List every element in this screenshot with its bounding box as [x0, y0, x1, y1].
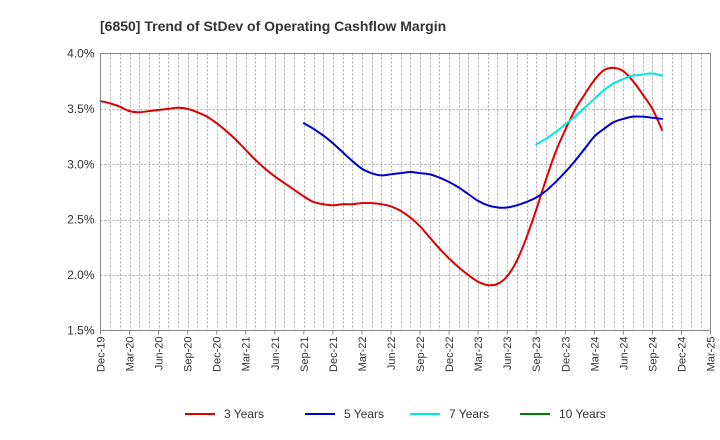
series-lines	[99, 66, 664, 287]
x-tick-label: Jun-23	[502, 336, 514, 370]
x-tick-label: Jun-21	[270, 337, 282, 371]
y-tick-label: 3.0%	[67, 157, 95, 171]
x-tick-label: Mar-24	[589, 337, 601, 372]
legend: 3 Years 5 Years 7 Years 10 Years	[185, 407, 606, 421]
x-tick-label: Dec-24	[676, 337, 688, 372]
legend-label-3-years: 3 Years	[224, 407, 264, 421]
x-tick-label: Sep-23	[531, 337, 543, 372]
x-tick-label: Sep-24	[647, 337, 659, 372]
x-tick-label: Dec-23	[560, 337, 572, 372]
legend-label-10-years: 10 Years	[559, 407, 606, 421]
plot-area	[100, 53, 711, 331]
series-line-3-years	[99, 66, 664, 287]
x-tick-label: Sep-21	[299, 337, 311, 372]
y-axis-ticks: 1.5% 2.0% 2.5% 3.0% 3.5% 4.0%	[67, 47, 95, 338]
x-tick-label: Jun-22	[386, 337, 398, 371]
x-tick-label: Dec-20	[212, 337, 224, 372]
y-tick-label: 4.0%	[67, 47, 95, 61]
plot-frame	[100, 53, 711, 331]
y-tick-label: 2.0%	[67, 268, 95, 282]
x-tick-label: Mar-22	[357, 337, 369, 372]
y-tick-label: 2.5%	[67, 213, 95, 227]
x-tick-label: Mar-23	[473, 336, 485, 371]
x-tick-label: Jun-24	[618, 337, 630, 371]
x-tick-label: Sep-20	[183, 337, 195, 372]
x-tick-label: Dec-19	[96, 337, 108, 372]
y-tick-label: 1.5%	[67, 324, 95, 338]
x-tick-label: Jun-20	[154, 337, 166, 371]
x-tick-label: Mar-21	[241, 337, 253, 372]
legend-label-5-years: 5 Years	[344, 407, 384, 421]
chart-title: [6850] Trend of StDev of Operating Cashf…	[100, 18, 446, 34]
series-line-7-years	[535, 72, 664, 146]
x-tick-label: Dec-22	[444, 337, 456, 372]
x-tick-label: Dec-21	[328, 337, 340, 372]
x-tick-label: Mar-25	[706, 337, 718, 372]
x-tick-label: Mar-20	[125, 337, 137, 372]
y-tick-label: 3.5%	[67, 102, 95, 116]
x-axis-ticks: Dec-19 Mar-20 Jun-20 Sep-20 Dec-20 Mar-21 Jun-…	[96, 330, 718, 372]
legend-label-7-years: 7 Years	[449, 407, 489, 421]
grid	[100, 53, 711, 331]
x-tick-label: Sep-22	[415, 337, 427, 372]
series-line-5-years	[302, 115, 664, 209]
